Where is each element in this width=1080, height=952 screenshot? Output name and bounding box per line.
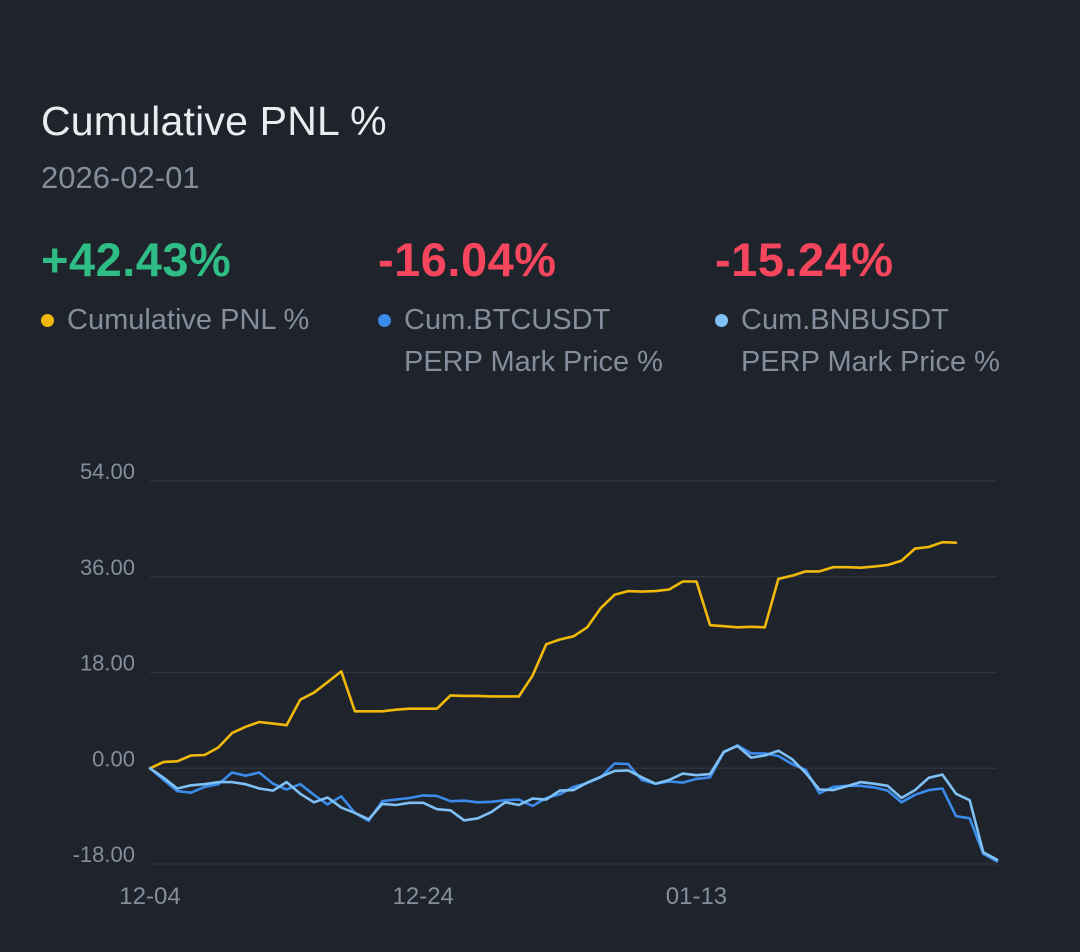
chart-title: Cumulative PNL % xyxy=(41,98,387,144)
legend-label: Cum.BTCUSDT PERP Mark Price % xyxy=(404,304,663,378)
stat-value: +42.43% xyxy=(41,233,232,286)
legend-label: Cum.BNBUSDT PERP Mark Price % xyxy=(741,304,1000,378)
legend-dot-icon xyxy=(41,314,54,327)
stat-btc: -16.04% Cum.BTCUSDT PERP Mark Price % xyxy=(378,232,678,383)
chart-date: 2026-02-01 xyxy=(41,160,200,195)
series-line-1 xyxy=(148,744,999,863)
x-tick-label: 12-04 xyxy=(119,883,180,910)
y-tick-label: 18.00 xyxy=(80,651,135,676)
legend-item[interactable]: Cumulative PNL % xyxy=(41,299,309,341)
stat-bnb: -15.24% Cum.BNBUSDT PERP Mark Price % xyxy=(715,232,1015,383)
series-line-0 xyxy=(148,540,958,770)
x-tick-label: 01-13 xyxy=(666,883,727,910)
legend-dot-icon xyxy=(378,314,391,327)
y-tick-label: 0.00 xyxy=(92,746,135,771)
stat-value: -16.04% xyxy=(378,233,557,286)
stat-cumulative-pnl: +42.43% Cumulative PNL % xyxy=(41,232,309,341)
y-tick-label: 54.00 xyxy=(80,459,135,484)
stat-value: -15.24% xyxy=(715,233,894,286)
x-tick-label: 12-24 xyxy=(393,883,454,910)
legend-item[interactable]: Cum.BNBUSDT PERP Mark Price % xyxy=(715,299,1015,383)
y-tick-label: 36.00 xyxy=(80,555,135,580)
legend-label: Cumulative PNL % xyxy=(67,304,310,336)
y-tick-label: -18.00 xyxy=(73,842,135,867)
legend-item[interactable]: Cum.BTCUSDT PERP Mark Price % xyxy=(378,299,678,383)
legend-dot-icon xyxy=(715,314,728,327)
series-line-2 xyxy=(148,744,999,862)
